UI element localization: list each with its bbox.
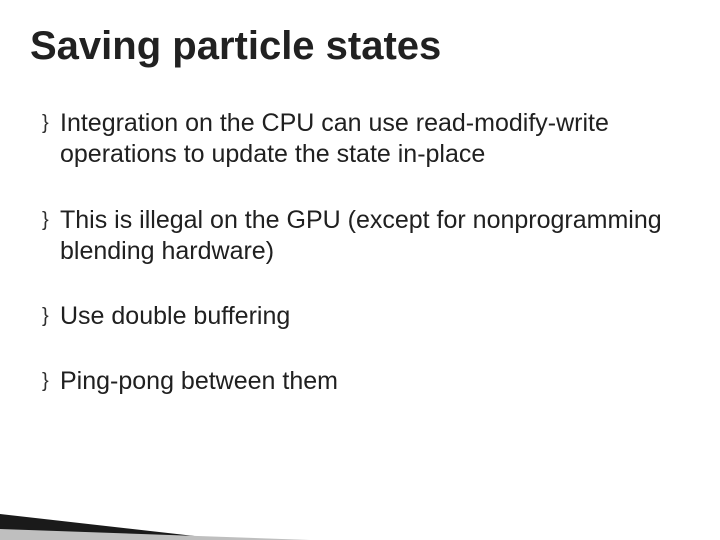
bullet-icon: } bbox=[42, 205, 60, 235]
slide-title: Saving particle states bbox=[30, 24, 441, 69]
list-item: } This is illegal on the GPU (except for… bbox=[42, 205, 680, 268]
bullet-text: Use double buffering bbox=[60, 301, 680, 332]
list-item: } Ping-pong between them bbox=[42, 366, 680, 397]
list-item: } Integration on the CPU can use read-mo… bbox=[42, 108, 680, 171]
bullet-icon: } bbox=[42, 108, 60, 138]
bullet-text: This is illegal on the GPU (except for n… bbox=[60, 205, 680, 268]
slide: Saving particle states } Integration on … bbox=[0, 0, 720, 540]
list-item: } Use double buffering bbox=[42, 301, 680, 332]
bullet-text: Ping-pong between them bbox=[60, 366, 680, 397]
decor-wedge-light bbox=[0, 529, 310, 540]
bullet-icon: } bbox=[42, 366, 60, 396]
bullet-icon: } bbox=[42, 301, 60, 331]
bullet-list: } Integration on the CPU can use read-mo… bbox=[42, 108, 680, 432]
bullet-text: Integration on the CPU can use read-modi… bbox=[60, 108, 680, 171]
